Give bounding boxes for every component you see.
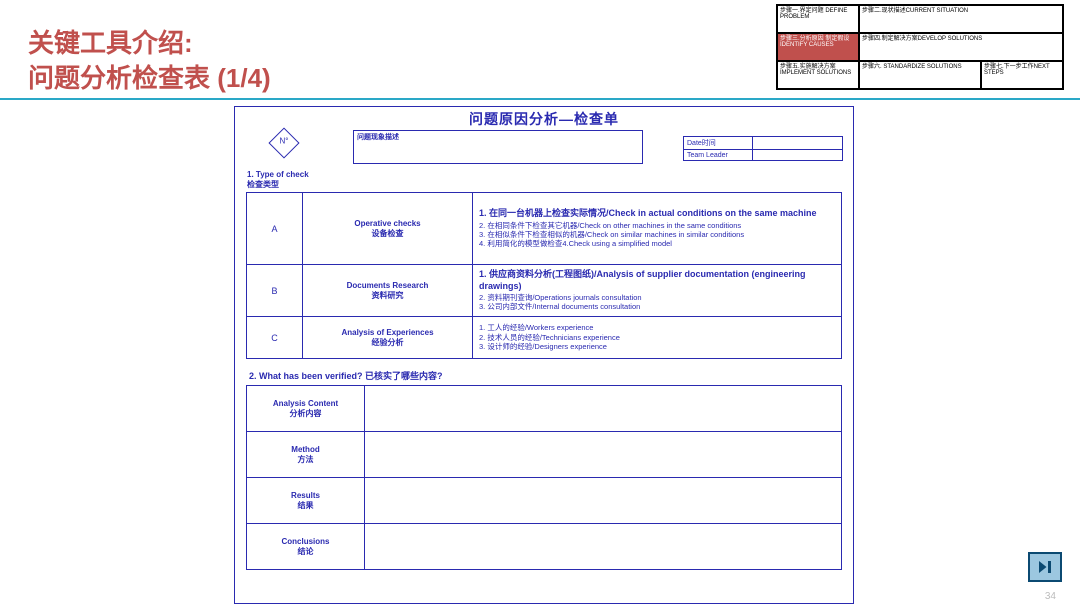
row-mid: Operative checks 设备检查 [303, 193, 473, 265]
row-detail-rest: 2. 在相同条件下检查其它机器/Check on other machines … [479, 221, 744, 249]
step-7: 步骤七.下一步工作NEXT STEPS [981, 61, 1063, 89]
table-row: Results 结果 [247, 478, 842, 524]
step-6: 步骤六. STANDARDIZE SOLUTIONS [859, 61, 981, 89]
row-detail-bold: 1. 供应商资料分析(工程图纸)/Analysis of supplier do… [479, 269, 835, 292]
table-row: C Analysis of Experiences 经验分析 1. 工人的经验/… [247, 317, 842, 359]
check-type-table: A Operative checks 设备检查 1. 在同一台机器上检查实际情况… [246, 192, 842, 359]
skip-next-icon [1036, 558, 1054, 576]
form-title: 问题原因分析—检查单 [235, 107, 853, 130]
divider-rule [0, 98, 1080, 100]
title-line-1: 关键工具介绍: [28, 26, 271, 61]
meta-date-value [753, 137, 843, 150]
verified-table: Analysis Content 分析内容 Method 方法 Results … [246, 385, 842, 570]
desc-label: 问题现象描述 [357, 132, 399, 142]
row-mid: Analysis of Experiences 经验分析 [303, 317, 473, 359]
table-row: A Operative checks 设备检查 1. 在同一台机器上检查实际情况… [247, 193, 842, 265]
meta-date-label: Date时间 [684, 137, 753, 150]
row-detail: 1. 在同一台机器上检查实际情况/Check in actual conditi… [473, 193, 842, 265]
row-mid: Documents Research 资料研究 [303, 265, 473, 317]
page-number: 34 [1045, 591, 1056, 602]
step-4: 步骤四.制定解决方案DEVELOP SOLUTIONS [859, 33, 1063, 61]
step-1: 步骤一.界定问题 DEFINE PROBLEM [777, 5, 859, 33]
table-row: Analysis Content 分析内容 [247, 386, 842, 432]
slide-title: 关键工具介绍: 问题分析检查表 (1/4) [28, 26, 271, 96]
row-detail-rest: 2. 资料期刊查询/Operations journals consultati… [479, 293, 642, 311]
steps-grid: 步骤一.界定问题 DEFINE PROBLEM 步骤二.现状描述CURRENT … [776, 4, 1064, 90]
table-row: Conclusions 结论 [247, 524, 842, 570]
row-detail-rest: 1. 工人的经验/Workers experience 2. 技术人员的经验/T… [479, 323, 620, 351]
meta-table: Date时间 Team Leader [683, 136, 843, 161]
row-value [365, 478, 842, 524]
table-row: Method 方法 [247, 432, 842, 478]
form-header-row: N° 问题现象描述 Date时间 Team Leader [235, 130, 853, 168]
next-slide-button[interactable] [1028, 552, 1062, 582]
section-1-label: 1. Type of check 检查类型 [235, 168, 853, 192]
row-detail-bold: 1. 在同一台机器上检查实际情况/Check in actual conditi… [479, 208, 835, 219]
row-id: C [247, 317, 303, 359]
checklist-form: 问题原因分析—检查单 N° 问题现象描述 Date时间 Team Leader … [234, 106, 854, 604]
row-value [365, 524, 842, 570]
row-id: A [247, 193, 303, 265]
row-label: Results 结果 [247, 478, 365, 524]
row-id: B [247, 265, 303, 317]
row-value [365, 432, 842, 478]
row-label: Conclusions 结论 [247, 524, 365, 570]
meta-leader-label: Team Leader [684, 150, 753, 161]
problem-description-box: 问题现象描述 [353, 130, 643, 164]
step-5: 步骤五.实施解决方案IMPLEMENT SOLUTIONS [777, 61, 859, 89]
step-3: 步骤三.分析原因 制定假设 IDENTIFY CAUSES [777, 33, 859, 61]
row-detail: 1. 工人的经验/Workers experience 2. 技术人员的经验/T… [473, 317, 842, 359]
step-2: 步骤二.现状描述CURRENT SITUATION [859, 5, 1063, 33]
row-value [365, 386, 842, 432]
title-line-2: 问题分析检查表 (1/4) [28, 61, 271, 96]
number-diamond: N° [268, 127, 299, 158]
meta-leader-value [753, 150, 843, 161]
row-detail: 1. 供应商资料分析(工程图纸)/Analysis of supplier do… [473, 265, 842, 317]
row-label: Method 方法 [247, 432, 365, 478]
row-label: Analysis Content 分析内容 [247, 386, 365, 432]
slide: 关键工具介绍: 问题分析检查表 (1/4) 步骤一.界定问题 DEFINE PR… [0, 0, 1080, 608]
section-2-label: 2. What has been verified? 已核实了哪些内容? [235, 365, 853, 385]
table-row: B Documents Research 资料研究 1. 供应商资料分析(工程图… [247, 265, 842, 317]
diamond-label: N° [280, 136, 289, 145]
